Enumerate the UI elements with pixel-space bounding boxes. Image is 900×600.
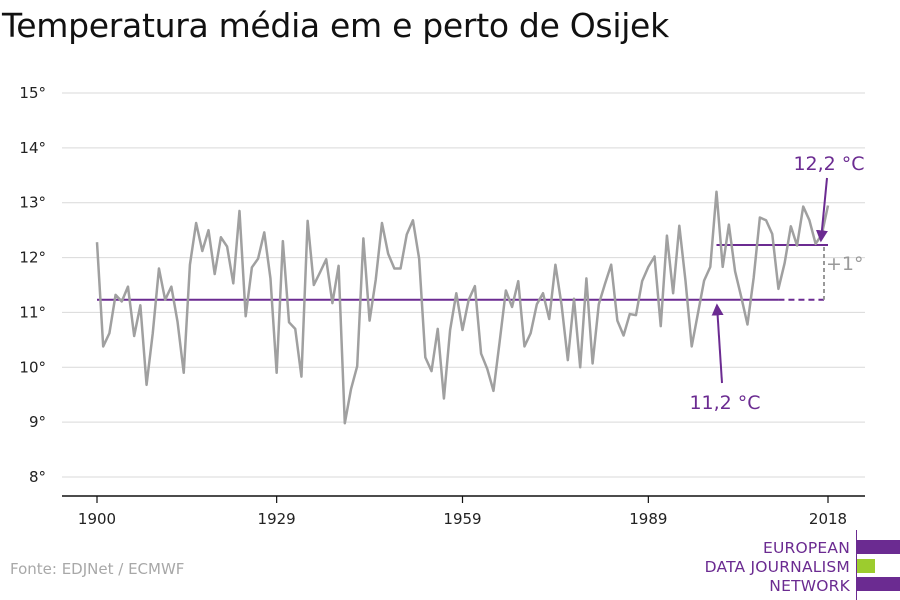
logo-bar-green bbox=[857, 559, 875, 573]
logo-bar-purple-1 bbox=[857, 540, 900, 554]
x-tick-label: 2018 bbox=[809, 510, 847, 528]
x-tick-label: 1989 bbox=[629, 510, 667, 528]
x-tick-label: 1900 bbox=[78, 510, 116, 528]
y-tick-label: 15° bbox=[19, 84, 46, 102]
y-tick-label: 11° bbox=[19, 303, 46, 321]
chart-title: Temperatura média em e perto de Osijek bbox=[2, 6, 669, 45]
average-lines bbox=[97, 243, 828, 301]
logo-line-3: NETWORK bbox=[769, 577, 850, 595]
recent-average-arrow bbox=[815, 177, 828, 243]
logo-line-1: EUROPEAN bbox=[762, 539, 850, 557]
series-line-annual-temperature bbox=[95, 190, 830, 425]
recent-average-label: 12,2 °C bbox=[793, 153, 864, 175]
logo-bar-purple-2 bbox=[857, 577, 900, 591]
baseline-average-arrow bbox=[711, 303, 724, 384]
x-tick-label: 1929 bbox=[258, 510, 296, 528]
y-tick-label: 13° bbox=[19, 194, 46, 212]
difference-label: +1° bbox=[826, 253, 864, 275]
logo-divider bbox=[856, 530, 857, 600]
y-tick-label: 14° bbox=[19, 139, 46, 157]
logo-line-2: DATA JOURNALISM bbox=[704, 558, 850, 576]
y-tick-label: 10° bbox=[19, 358, 46, 376]
grid-lines bbox=[62, 92, 865, 478]
baseline-average-label: 11,2 °C bbox=[689, 392, 760, 414]
source-note: Fonte: EDJNet / ECMWF bbox=[10, 560, 185, 578]
edjnet-logo: EUROPEAN DATA JOURNALISM NETWORK bbox=[690, 530, 900, 600]
x-axis-ticks: 1900 1929 1959 1989 2018 bbox=[78, 496, 847, 528]
y-axis-ticks: 8° 9° 10° 11° 12° 13° 14° 15° bbox=[19, 84, 46, 486]
annotations: 12,2 °C 11,2 °C +1° bbox=[689, 153, 864, 414]
y-tick-label: 9° bbox=[29, 413, 46, 431]
y-tick-label: 12° bbox=[19, 249, 46, 267]
x-tick-label: 1959 bbox=[443, 510, 481, 528]
y-tick-label: 8° bbox=[29, 468, 46, 486]
